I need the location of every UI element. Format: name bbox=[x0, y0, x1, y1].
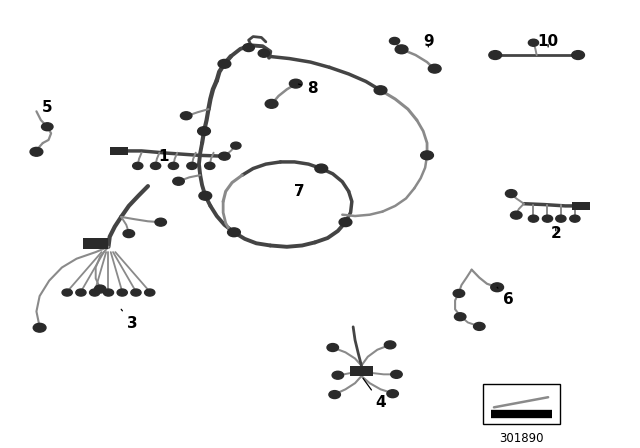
Circle shape bbox=[570, 215, 580, 222]
Circle shape bbox=[123, 230, 134, 237]
Circle shape bbox=[76, 289, 86, 296]
Circle shape bbox=[62, 289, 72, 296]
Circle shape bbox=[180, 112, 192, 120]
Circle shape bbox=[258, 49, 269, 57]
Circle shape bbox=[218, 60, 231, 68]
Bar bbox=[83, 237, 108, 249]
Bar bbox=[572, 202, 590, 210]
Circle shape bbox=[390, 38, 399, 44]
Circle shape bbox=[428, 64, 441, 73]
Text: 9: 9 bbox=[423, 34, 434, 49]
Circle shape bbox=[289, 79, 302, 88]
Circle shape bbox=[327, 344, 339, 352]
Circle shape bbox=[155, 218, 166, 226]
Circle shape bbox=[231, 142, 241, 149]
Circle shape bbox=[173, 177, 184, 185]
Circle shape bbox=[339, 218, 352, 227]
Circle shape bbox=[33, 323, 46, 332]
Bar bbox=[483, 384, 559, 424]
Text: 4: 4 bbox=[363, 379, 386, 410]
Circle shape bbox=[329, 391, 340, 399]
Text: 10: 10 bbox=[538, 34, 559, 49]
Circle shape bbox=[491, 283, 504, 292]
Text: 5: 5 bbox=[42, 100, 52, 115]
Circle shape bbox=[95, 285, 106, 293]
Circle shape bbox=[145, 289, 155, 296]
Circle shape bbox=[168, 162, 179, 169]
Circle shape bbox=[131, 289, 141, 296]
Circle shape bbox=[199, 191, 212, 200]
Text: 1: 1 bbox=[159, 149, 169, 164]
Text: 2: 2 bbox=[550, 226, 561, 241]
Circle shape bbox=[332, 371, 344, 379]
Circle shape bbox=[529, 39, 539, 46]
Circle shape bbox=[315, 164, 328, 173]
Circle shape bbox=[474, 323, 485, 330]
Circle shape bbox=[132, 162, 143, 169]
Circle shape bbox=[265, 99, 278, 108]
Circle shape bbox=[489, 51, 502, 60]
Circle shape bbox=[117, 289, 127, 296]
Circle shape bbox=[187, 162, 197, 169]
Bar bbox=[110, 147, 128, 155]
Circle shape bbox=[198, 127, 211, 136]
Circle shape bbox=[103, 289, 113, 296]
Circle shape bbox=[228, 228, 241, 237]
Circle shape bbox=[453, 289, 465, 297]
Circle shape bbox=[150, 162, 161, 169]
Circle shape bbox=[42, 123, 53, 131]
Circle shape bbox=[572, 51, 584, 60]
Text: 8: 8 bbox=[298, 81, 317, 96]
Circle shape bbox=[90, 289, 100, 296]
Circle shape bbox=[556, 215, 566, 222]
Circle shape bbox=[542, 215, 552, 222]
Circle shape bbox=[374, 86, 387, 95]
Circle shape bbox=[395, 45, 408, 54]
Circle shape bbox=[420, 151, 433, 160]
Bar bbox=[350, 366, 372, 376]
Text: 3: 3 bbox=[121, 309, 138, 331]
Circle shape bbox=[491, 405, 497, 409]
Text: 7: 7 bbox=[294, 184, 305, 199]
Circle shape bbox=[385, 341, 396, 349]
Circle shape bbox=[511, 211, 522, 219]
Circle shape bbox=[529, 215, 539, 222]
Circle shape bbox=[454, 313, 466, 321]
Text: 301890: 301890 bbox=[499, 431, 543, 444]
Circle shape bbox=[30, 147, 43, 156]
Circle shape bbox=[205, 162, 215, 169]
Circle shape bbox=[243, 43, 254, 52]
Circle shape bbox=[219, 152, 230, 160]
Text: 6: 6 bbox=[497, 287, 513, 306]
Circle shape bbox=[506, 190, 517, 198]
Circle shape bbox=[391, 370, 402, 378]
Circle shape bbox=[387, 390, 398, 398]
